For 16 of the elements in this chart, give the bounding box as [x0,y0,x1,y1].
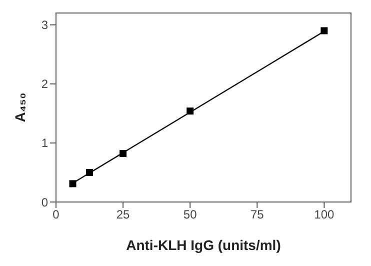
point [320,27,328,34]
x-tick-label: 100 [314,208,335,222]
point [86,168,94,176]
y-tick-label: 0 [41,195,48,210]
y-tick-label: 1 [41,136,48,150]
x-tick-label: 25 [116,208,130,222]
point [120,150,127,158]
x-axis-title: Anti-KLH IgG (units/ml) [126,237,281,253]
point [186,108,194,115]
y-tick-label: 2 [41,77,48,92]
x-tick-label: 75 [250,208,264,222]
point [69,180,76,188]
y-tick-label: 3 [41,18,48,32]
x-tick-label: 0 [52,208,60,222]
x-tick-label: 50 [183,208,198,222]
y-axis-title: A₄₅₀ [12,92,28,122]
